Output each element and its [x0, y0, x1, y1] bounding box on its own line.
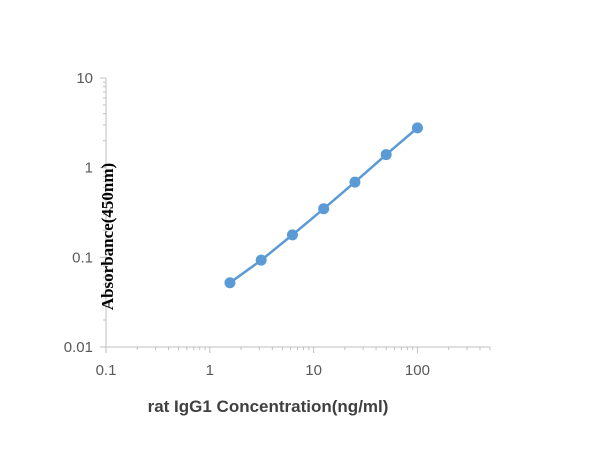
y-tick-label: 0.1 — [72, 249, 93, 266]
data-point — [411, 122, 423, 134]
data-point — [380, 149, 392, 161]
y-tick-label: 10 — [76, 70, 93, 87]
series — [224, 122, 423, 289]
x-axis-title: rat IgG1 Concentration(ng/ml) — [148, 397, 389, 416]
data-point — [286, 229, 298, 241]
y-axis-title: Absorbance(450nm) — [98, 163, 117, 310]
ticks — [100, 77, 491, 353]
data-point — [318, 203, 330, 215]
x-tick-label: 100 — [405, 362, 430, 379]
x-tick-label: 10 — [305, 362, 322, 379]
y-tick-label: 1 — [85, 160, 93, 177]
data-point — [224, 277, 236, 289]
data-point — [349, 176, 361, 188]
data-point — [255, 254, 267, 266]
axes — [105, 78, 490, 348]
x-tick-label: 1 — [206, 362, 214, 379]
y-tick-label: 0.01 — [64, 339, 93, 356]
x-tick-label: 0.1 — [96, 362, 117, 379]
